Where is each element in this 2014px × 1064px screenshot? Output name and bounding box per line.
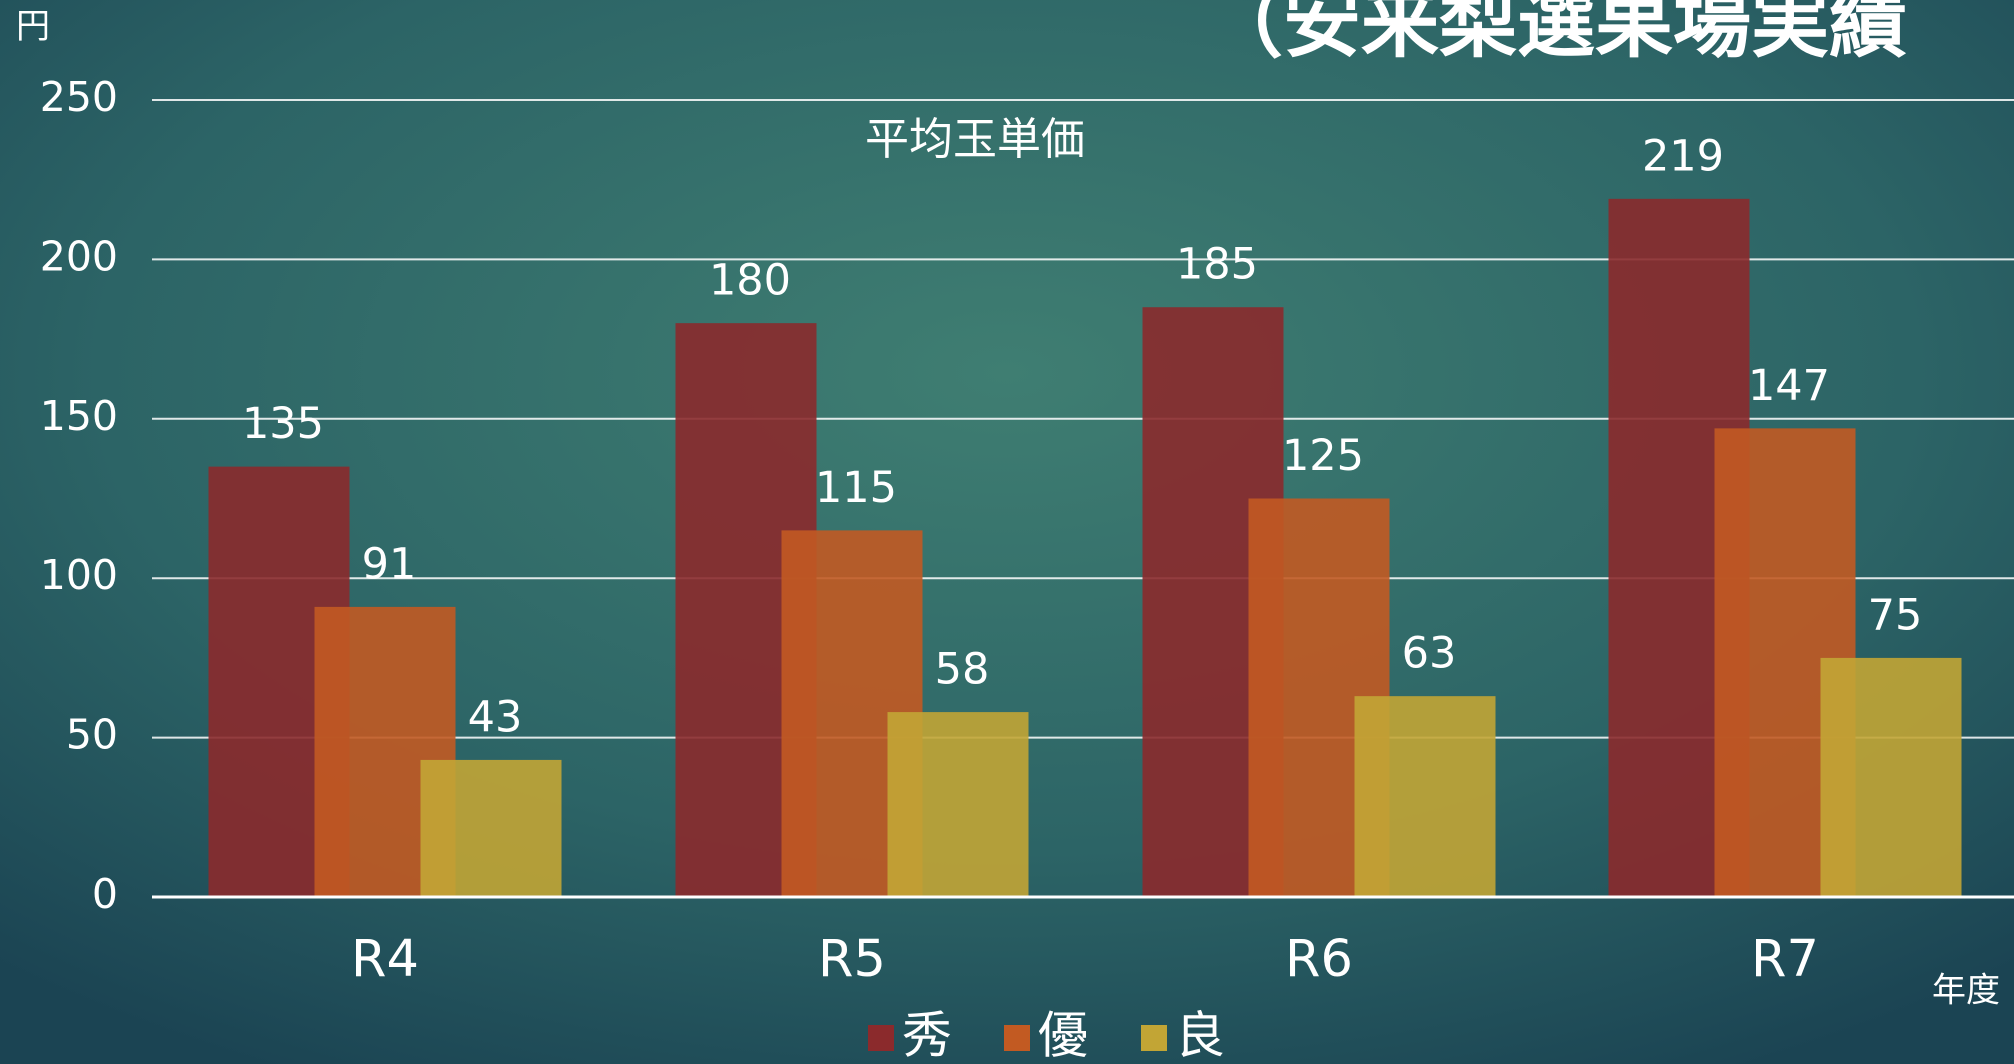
legend-label: 優 [1038,1007,1088,1064]
y-tick-label: 200 [40,232,118,280]
data-label: 147 [1748,361,1830,411]
data-label: 125 [1282,431,1364,481]
data-label: 219 [1642,131,1724,181]
legend-label: 秀 [902,1007,952,1064]
heading: （安来梨選果場実績 [1205,0,1907,68]
x-tick-label: R4 [351,930,419,989]
y-tick-label: 250 [40,73,118,121]
data-label: 91 [362,539,417,589]
bar [1820,657,1962,897]
y-tick-label: 100 [40,551,118,599]
y-tick-label: 150 [40,392,118,440]
data-label: 58 [935,645,990,695]
data-label: 185 [1176,240,1258,290]
bar [420,759,562,897]
data-label: 43 [468,692,523,742]
data-label: 115 [815,463,897,513]
y-tick-label: 50 [66,711,118,759]
x-axis-label: 年度 [1932,971,2000,1011]
y-tick-label: 0 [92,870,118,918]
data-label: 135 [242,399,324,449]
data-label: 180 [709,256,791,306]
legend-label: 良 [1175,1007,1225,1064]
bar [1354,696,1496,897]
data-label: 63 [1402,629,1457,679]
x-tick-label: R7 [1751,930,1819,989]
legend-swatch [868,1025,894,1051]
y-axis-label: 円 [16,7,50,47]
data-label: 75 [1868,590,1923,640]
legend-swatch [1141,1025,1167,1051]
x-tick-label: R5 [818,930,886,989]
legend-swatch [1004,1025,1030,1051]
chart-title: 平均玉単価 [865,114,1085,165]
bar [887,712,1029,897]
x-tick-label: R6 [1285,930,1353,989]
